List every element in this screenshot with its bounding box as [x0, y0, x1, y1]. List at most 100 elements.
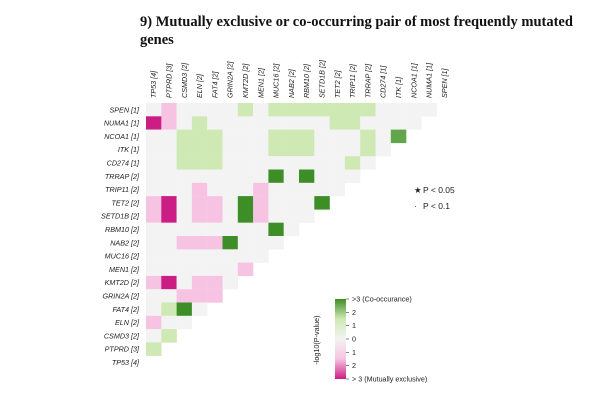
heatmap-cell — [268, 236, 284, 250]
heatmap-cell — [283, 209, 300, 223]
colorbar-tick-label: > 3 (Mutually exclusive) — [352, 375, 427, 384]
heatmap-cell — [253, 182, 269, 197]
row-label-spen-1: SPEN [1] — [109, 105, 140, 114]
heatmap-cell — [161, 129, 177, 144]
heatmap-cell — [207, 182, 223, 197]
heatmap-cell — [207, 236, 223, 250]
heatmap-cell — [253, 103, 269, 117]
heatmap-cell — [314, 156, 330, 170]
heatmap-cell — [253, 142, 269, 157]
heatmap-cell — [191, 289, 208, 303]
heatmap-cell — [146, 222, 162, 237]
heatmap-cell — [268, 196, 284, 210]
heatmap-cell — [268, 182, 284, 197]
heatmap-cell — [268, 116, 284, 130]
column-label-cd274-1: CD274 [1] — [379, 65, 388, 98]
heatmap-cell — [360, 156, 376, 170]
column-label-trip11-2: TRIP11 [2] — [348, 63, 357, 98]
heatmap-cell — [191, 222, 208, 237]
heatmap-cell — [237, 129, 254, 144]
column-label-spen-1: SPEN [1] — [440, 67, 449, 98]
heatmap-cell — [161, 236, 177, 250]
heatmap-cell — [176, 209, 193, 223]
heatmap-cell — [283, 116, 300, 130]
heatmap-cell — [161, 222, 177, 237]
heatmap-cell — [207, 209, 223, 223]
heatmap-cell — [207, 156, 223, 170]
column-labels: TP53 [4] PTPRD [3] CSMD3 [2] ELN [2] FAT4 [2… — [149, 59, 449, 98]
row-label-ptprd-3: PTPRD [3] — [105, 345, 140, 354]
heatmap-cell — [146, 315, 162, 330]
heatmap-cell — [176, 103, 193, 117]
heatmap-cell — [161, 196, 177, 210]
row-label-rbm10-2: RBM10 [2] — [105, 225, 140, 234]
heatmap-cell — [176, 169, 193, 183]
heatmap-cell — [268, 169, 284, 183]
significance-legend: ★ P < 0.05 · P < 0.1 — [414, 185, 455, 211]
heatmap-cell — [176, 142, 193, 157]
heatmap-cell — [344, 129, 361, 144]
heatmap-cell — [406, 116, 422, 130]
heatmap-cell — [207, 129, 223, 144]
heatmap-cell — [207, 116, 223, 130]
heatmap-cell — [237, 142, 254, 157]
heatmap-cell — [176, 156, 193, 170]
heatmap-cell — [176, 129, 193, 144]
column-label-ncoa1-1: NCOA1 [1] — [409, 62, 418, 98]
chart-title: 9) Mutually exclusive or co-occurring pa… — [140, 14, 573, 48]
heatmap-cell — [146, 103, 162, 117]
heatmap-cell — [344, 103, 361, 117]
heatmap-cell — [299, 116, 315, 130]
column-label-numa1-1: NUMA1 [1] — [425, 62, 434, 98]
heatmap-cell — [314, 196, 330, 210]
heatmap-cell — [237, 156, 254, 170]
heatmap-cell — [253, 156, 269, 170]
heatmap-cell — [146, 196, 162, 210]
heatmap-cell — [222, 196, 238, 210]
row-label-fat4-2: FAT4 [2] — [113, 305, 140, 314]
column-label-ptprd-3: PTPRD [3] — [164, 63, 173, 98]
heatmap-cell — [344, 116, 361, 130]
heatmap-cell — [344, 142, 361, 157]
heatmap-cell — [222, 129, 238, 144]
column-label-itk-1: ITK [1] — [394, 76, 403, 98]
heatmap-cell — [329, 129, 346, 144]
heatmap-cell — [191, 209, 208, 223]
row-label-muc16-2: MUC16 [2] — [105, 252, 140, 261]
column-label-grin2a-2: GRIN2A [2] — [226, 61, 235, 98]
row-label-men1-2: MEN1 [2] — [109, 265, 140, 274]
row-label-trrap-2: TRRAP [2] — [105, 172, 140, 181]
heatmap-cell — [360, 116, 376, 130]
heatmap-cell — [314, 103, 330, 117]
heatmap-cell — [176, 275, 193, 290]
colorbar-axis-label: -log10(P-value) — [312, 315, 321, 364]
heatmap-cell — [283, 169, 300, 183]
column-label-setd1b-2: SETD1B [2] — [317, 59, 326, 98]
heatmap-cell — [237, 209, 254, 223]
heatmap-cell — [360, 103, 376, 117]
row-label-numa1-1: NUMA1 [1] — [104, 119, 140, 128]
heatmap-cell — [329, 142, 346, 157]
heatmap-cell — [191, 129, 208, 144]
heatmap-cell — [360, 142, 376, 157]
heatmap-cell — [406, 103, 422, 117]
heatmap-cell — [421, 103, 437, 117]
row-label-csmd3-2: CSMD3 [2] — [104, 331, 140, 340]
heatmap-cell — [222, 103, 238, 117]
heatmap-cell — [146, 169, 162, 183]
heatmap-cell — [299, 169, 315, 183]
significance-label: P < 0.05 — [423, 185, 455, 195]
heatmap-cell — [191, 116, 208, 130]
heatmap-cell — [176, 222, 193, 237]
heatmap-cell — [283, 182, 300, 197]
column-label-nab2-2: NAB2 [2] — [287, 68, 296, 98]
heatmap-cell — [161, 249, 177, 263]
heatmap-cell — [176, 196, 193, 210]
heatmap-cell — [268, 129, 284, 144]
heatmap-cell — [146, 182, 162, 197]
heatmap-cell — [314, 182, 330, 197]
heatmap-cell — [390, 129, 407, 144]
heatmap-cell — [146, 209, 162, 223]
heatmap-cell — [161, 289, 177, 303]
